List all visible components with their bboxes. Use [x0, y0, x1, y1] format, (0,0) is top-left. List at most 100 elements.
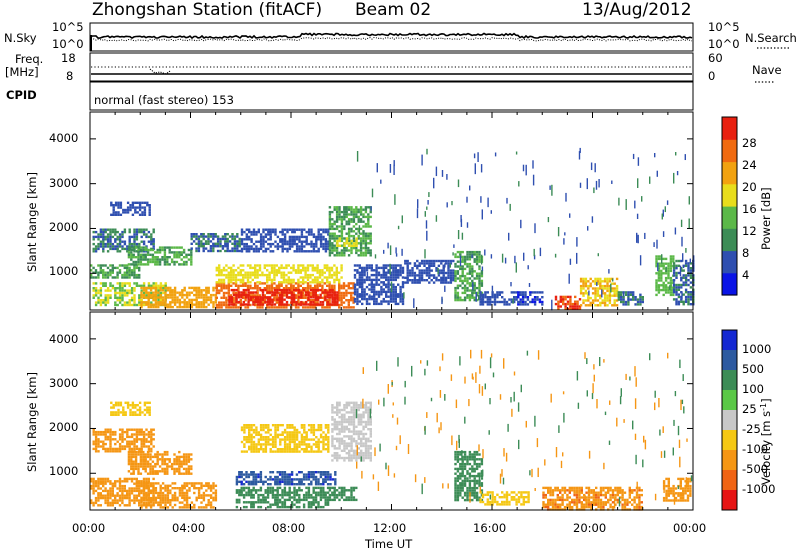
heatmap-cell	[397, 264, 400, 267]
heatmap-cell	[473, 289, 476, 292]
heatmap-cell	[291, 245, 294, 248]
heatmap-cell	[389, 273, 393, 277]
heatmap-cell	[259, 296, 262, 299]
heatmap-cell	[452, 271, 455, 275]
heatmap-cell	[118, 238, 122, 241]
heatmap-cell	[461, 272, 464, 275]
heatmap-cell	[276, 471, 279, 474]
heatmap-cell	[116, 266, 119, 270]
heatmap-cell	[109, 494, 112, 497]
heatmap-cell	[266, 300, 269, 304]
heatmap-cell	[307, 475, 311, 479]
heatmap-cell	[111, 430, 115, 434]
heatmap-cell	[92, 447, 95, 451]
heatmap-cell	[104, 501, 107, 505]
heatmap-cell	[182, 248, 186, 252]
heatmap-cell	[111, 501, 114, 505]
heatmap-cell	[185, 506, 189, 509]
heatmap-cell	[261, 306, 264, 309]
heatmap-cell	[161, 301, 165, 304]
heatmap-cell	[672, 264, 676, 267]
heatmap-cell	[554, 298, 558, 301]
heatmap-cell	[161, 462, 164, 466]
heatmap-cell	[152, 438, 155, 441]
heatmap-cell	[166, 303, 170, 306]
heatmap-cell	[118, 428, 122, 431]
heatmap-cell	[321, 300, 325, 304]
heatmap-cell	[114, 266, 117, 270]
heatmap-cell	[306, 278, 310, 282]
heatmap-cell	[282, 278, 286, 282]
heatmap-cell	[675, 283, 678, 287]
heatmap-cell	[377, 266, 381, 270]
heatmap-cell	[456, 270, 460, 273]
heatmap-cell	[266, 287, 269, 290]
heatmap-cell	[479, 296, 482, 299]
heatmap-cell	[280, 273, 283, 277]
heatmap-cell	[312, 300, 315, 304]
heatmap-cell	[345, 210, 348, 214]
heatmap-cell	[121, 230, 124, 234]
heatmap-cell	[460, 218, 463, 227]
heatmap-cell	[564, 232, 566, 236]
heatmap-cell	[202, 305, 206, 309]
heatmap-cell	[340, 291, 343, 295]
heatmap-cell	[641, 298, 644, 301]
heatmap-cell	[273, 306, 276, 309]
heatmap-cell	[359, 220, 363, 223]
heatmap-cell	[475, 253, 479, 256]
heatmap-cell	[212, 249, 215, 253]
heatmap-cell	[357, 208, 360, 211]
heatmap-cell	[138, 273, 141, 277]
heatmap-cell	[224, 249, 227, 253]
heatmap-cell	[684, 279, 688, 282]
heatmap-cell	[152, 445, 155, 448]
heatmap-cell	[268, 276, 271, 279]
heatmap-cell	[202, 289, 206, 292]
heatmap-cell	[394, 278, 397, 282]
heatmap-cell	[677, 288, 681, 291]
heatmap-cell	[315, 235, 318, 239]
heatmap-cell	[247, 480, 251, 483]
heatmap-cell	[680, 286, 683, 289]
heatmap-cell	[178, 263, 181, 266]
heatmap-cell	[240, 486, 243, 490]
heatmap-cell	[359, 218, 363, 221]
heatmap-cell	[209, 296, 213, 299]
heatmap-cell	[117, 206, 120, 209]
heatmap-cell	[252, 291, 255, 294]
heatmap-cell	[382, 281, 385, 284]
heatmap-cell	[327, 242, 330, 246]
heatmap-cell	[370, 297, 373, 301]
heatmap-cell	[526, 298, 530, 301]
heatmap-cell	[420, 271, 424, 275]
heatmap-cell	[432, 274, 436, 277]
heatmap-cell	[606, 304, 609, 307]
heatmap-cell	[164, 293, 167, 297]
heatmap-cell	[235, 480, 239, 483]
heatmap-cell	[353, 244, 356, 247]
heatmap-cell	[364, 222, 368, 226]
heatmap-cell	[220, 281, 223, 284]
heatmap-cell	[128, 477, 131, 481]
heatmap-cell	[97, 238, 100, 241]
heatmap-cell	[327, 228, 330, 231]
heatmap-cell	[240, 293, 243, 297]
heatmap-cell	[222, 266, 226, 270]
heatmap-cell	[149, 482, 153, 485]
heatmap-cell	[404, 281, 407, 284]
heatmap-cell	[333, 264, 336, 267]
heatmap-cell	[312, 247, 316, 251]
heatmap-cell	[418, 269, 421, 272]
heatmap-cell	[127, 246, 131, 249]
heatmap-cell	[169, 501, 172, 504]
heatmap-cell	[355, 210, 358, 214]
heatmap-cell	[481, 296, 485, 299]
heatmap-cell	[147, 447, 151, 451]
heatmap-cell	[133, 250, 136, 253]
heatmap-cell	[338, 291, 341, 295]
heatmap-cell	[435, 269, 438, 272]
heatmap-cell	[672, 262, 676, 265]
heatmap-cell	[356, 300, 359, 303]
